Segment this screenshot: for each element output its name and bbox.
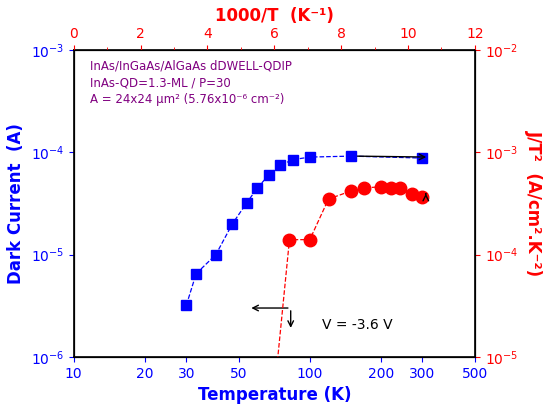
Y-axis label: J/T²  (A/cm².K⁻²): J/T² (A/cm².K⁻²) [525, 130, 543, 277]
Y-axis label: Dark Current  (A): Dark Current (A) [7, 123, 25, 284]
X-axis label: Temperature (K): Temperature (K) [197, 386, 351, 404]
Text: InAs/InGaAs/AlGaAs dDWELL-QDIP
InAs-QD=1.3-ML / P=30
A = 24x24 μm² (5.76x10⁻⁶ cm: InAs/InGaAs/AlGaAs dDWELL-QDIP InAs-QD=1… [90, 60, 292, 106]
Text: V = -3.6 V: V = -3.6 V [322, 318, 393, 332]
X-axis label: 1000/T  (K⁻¹): 1000/T (K⁻¹) [215, 7, 334, 25]
